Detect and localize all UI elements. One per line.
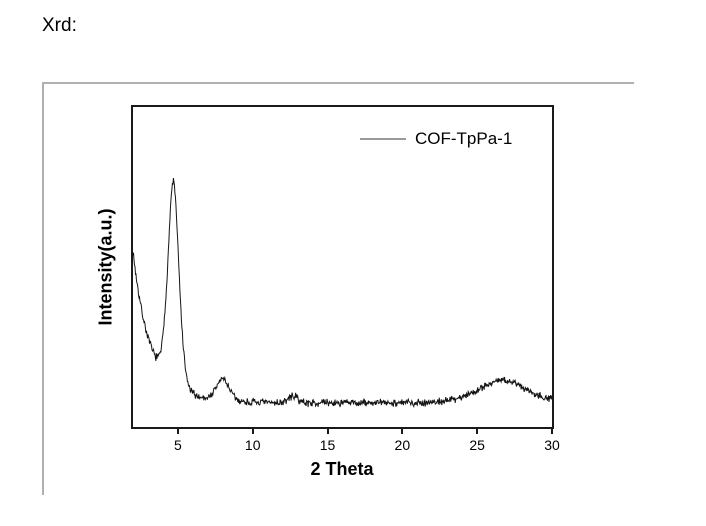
legend-line-swatch (360, 138, 406, 140)
x-tick-15 (326, 429, 329, 434)
x-tick-label-10: 10 (244, 437, 261, 453)
figure-panel: Intensity(a.u.) COF-TpPa-1 5 10 15 20 25 30 2… (42, 82, 634, 495)
x-tick-label-20: 20 (394, 437, 411, 453)
x-tick-label-25: 25 (469, 437, 485, 453)
page-title: Xrd: (42, 15, 77, 36)
xrd-curve-COF-TpPa-1 (133, 178, 552, 409)
x-tick-label-5: 5 (173, 437, 182, 453)
legend-label: COF-TpPa-1 (415, 129, 513, 148)
xrd-plot-area: COF-TpPa-1 5 10 15 20 25 30 (131, 105, 560, 453)
x-tick-30 (551, 429, 553, 434)
x-tick-10 (251, 429, 254, 434)
legend: COF-TpPa-1 (360, 129, 512, 149)
xrd-curve-canvas (133, 178, 552, 409)
x-tick-25 (476, 429, 479, 434)
y-axis-label: Intensity(a.u.) (95, 208, 116, 326)
x-tick-5 (176, 429, 179, 434)
x-tick-label-30: 30 (544, 437, 560, 453)
x-tick-20 (401, 429, 404, 434)
x-tick-label-15: 15 (319, 437, 336, 453)
x-axis-label: 2 Theta (310, 459, 374, 479)
